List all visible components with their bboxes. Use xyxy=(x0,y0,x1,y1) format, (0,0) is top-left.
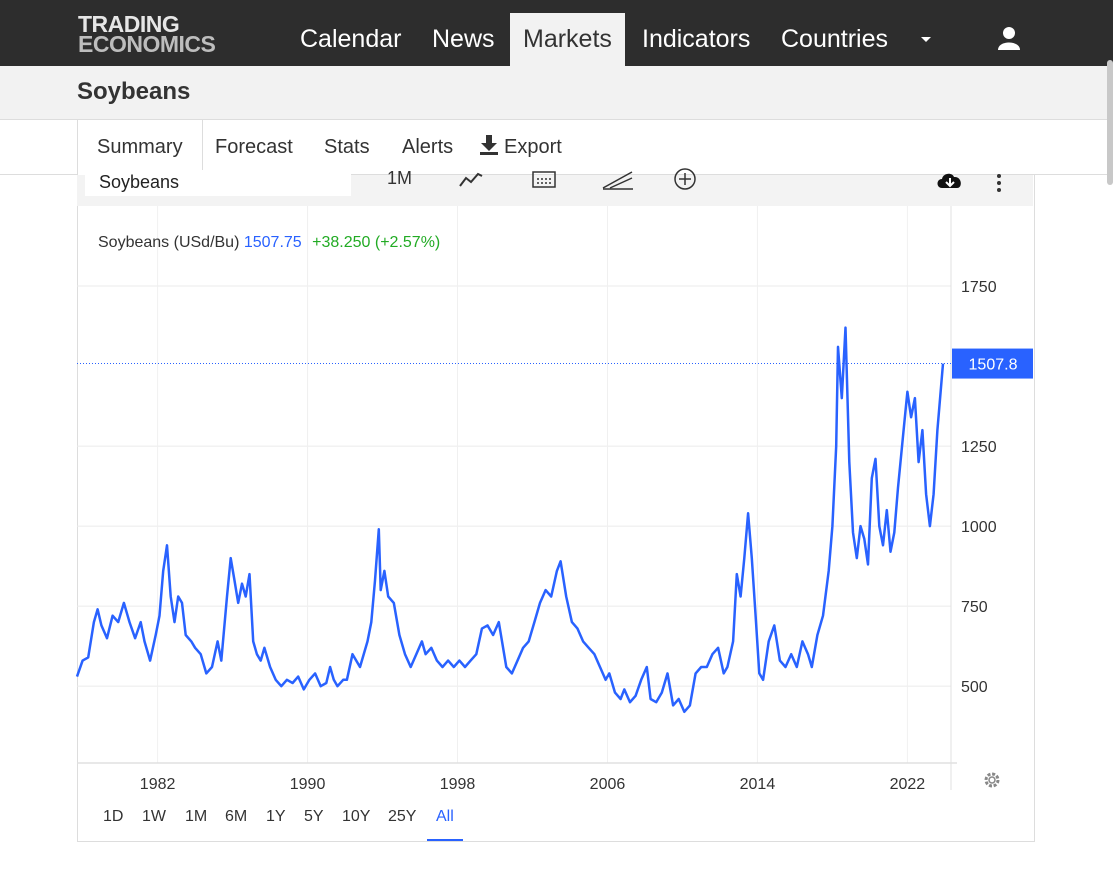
compare-add-icon[interactable] xyxy=(673,168,697,192)
page-scrollbar[interactable] xyxy=(1107,60,1113,185)
more-menu-caret-icon[interactable] xyxy=(921,37,931,42)
cloud-download-icon[interactable] xyxy=(935,170,965,190)
chart-type-icon[interactable] xyxy=(459,172,483,188)
x-axis-ticks: 1982 1990 1998 2006 2014 2022 xyxy=(140,776,925,793)
legend-series-name: Soybeans (USd/Bu) xyxy=(98,234,240,251)
tab-alerts[interactable]: Alerts xyxy=(402,136,454,158)
drawing-tools-icon[interactable] xyxy=(602,170,634,190)
x-tick-label: 1998 xyxy=(440,776,476,793)
x-tick-label: 1982 xyxy=(140,776,176,793)
page-title: Soybeans xyxy=(77,78,191,105)
nav-news[interactable]: News xyxy=(432,25,495,53)
range-1w[interactable]: 1W xyxy=(142,808,166,825)
y-tick-label: 1750 xyxy=(961,279,997,296)
active-range-indicator xyxy=(427,839,463,841)
nav-calendar[interactable]: Calendar xyxy=(300,25,402,53)
x-tick-label: 1990 xyxy=(290,776,326,793)
last-price-badge xyxy=(952,348,1033,379)
tab-summary[interactable]: Summary xyxy=(77,120,203,175)
top-navigation: TRADING ECONOMICS Calendar News Markets … xyxy=(0,0,1113,66)
page-header: Soybeans xyxy=(0,66,1113,120)
nav-markets[interactable]: Markets xyxy=(510,13,625,66)
y-tick-label: 1250 xyxy=(961,439,997,456)
user-icon[interactable] xyxy=(997,26,1021,50)
range-all[interactable]: All xyxy=(436,808,454,825)
y-tick-label: 500 xyxy=(961,679,988,696)
tab-forecast[interactable]: Forecast xyxy=(215,136,293,158)
x-tick-label: 2014 xyxy=(740,776,776,793)
download-icon xyxy=(480,135,498,155)
range-1y[interactable]: 1Y xyxy=(266,808,286,825)
calendar-icon[interactable] xyxy=(532,170,556,188)
range-10y[interactable]: 10Y xyxy=(342,808,371,825)
y-axis-ticks: 500 750 1000 1250 1750 xyxy=(961,279,997,696)
legend-change: +38.250 (+2.57%) xyxy=(312,234,441,251)
x-tick-label: 2006 xyxy=(590,776,626,793)
chart-legend: Soybeans (USd/Bu) 1507.75 +38.250 (+2.57… xyxy=(98,234,440,252)
tab-stats[interactable]: Stats xyxy=(324,136,370,158)
range-6m[interactable]: 6M xyxy=(225,808,248,825)
y-tick-label: 1000 xyxy=(961,519,997,536)
tab-export-label: Export xyxy=(504,136,562,158)
range-5y[interactable]: 5Y xyxy=(304,808,324,825)
interval-button[interactable]: 1M xyxy=(387,168,413,188)
chart-grid xyxy=(77,206,951,763)
logo-line-2: ECONOMICS xyxy=(78,31,216,57)
chart-settings-gear-icon[interactable] xyxy=(982,770,1002,790)
tabs-bar: Summary Forecast Stats Alerts Export xyxy=(0,120,1113,175)
range-1d[interactable]: 1D xyxy=(103,808,124,825)
price-line xyxy=(75,326,945,714)
x-tick-label: 2022 xyxy=(890,776,926,793)
y-tick-label: 750 xyxy=(961,599,988,616)
more-options-icon[interactable] xyxy=(994,172,1004,192)
site-logo[interactable]: TRADING ECONOMICS xyxy=(78,11,216,57)
last-price-label: 1507.8 xyxy=(969,357,1018,374)
symbol-search-input[interactable]: Soybeans xyxy=(85,170,351,196)
range-25y[interactable]: 25Y xyxy=(388,808,417,825)
nav-countries[interactable]: Countries xyxy=(781,25,888,53)
tab-export[interactable]: Export xyxy=(461,120,581,174)
legend-price: 1507.75 xyxy=(243,234,302,251)
range-1m[interactable]: 1M xyxy=(185,808,208,825)
nav-indicators[interactable]: Indicators xyxy=(642,25,751,53)
logo-line-1: TRADING xyxy=(78,11,180,37)
